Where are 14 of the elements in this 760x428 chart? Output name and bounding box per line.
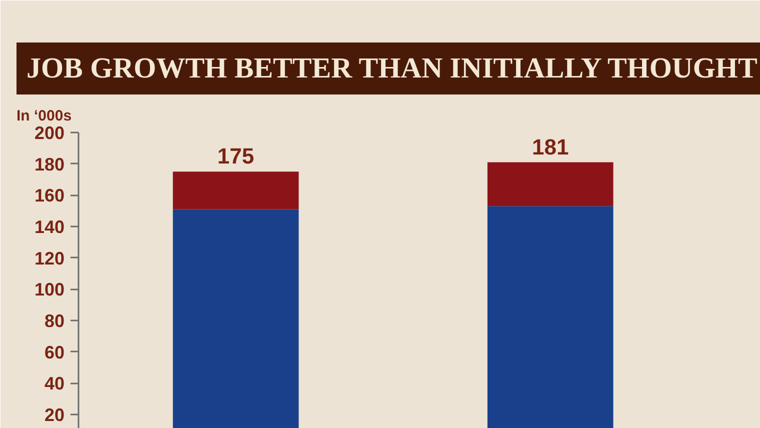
- y-axis-title: In ‘000s: [16, 108, 72, 124]
- y-tick-label: 100: [34, 280, 65, 300]
- y-tick-label: 20: [44, 404, 65, 425]
- y-tick-label: 60: [44, 342, 65, 362]
- y-tick-label: 200: [34, 123, 65, 143]
- y-tick-label: 120: [34, 248, 65, 268]
- y-tick-label: 40: [44, 374, 65, 394]
- y-tick-label: 140: [34, 216, 65, 237]
- y-tick-label: 180: [34, 154, 65, 174]
- chart-title: JOB GROWTH BETTER THAN INITIALLY THOUGHT: [26, 52, 758, 84]
- y-tick-label: 160: [34, 186, 65, 206]
- total-label: 175: [217, 144, 254, 169]
- y-tick-label: 80: [44, 310, 65, 331]
- total-label: 181: [532, 134, 569, 160]
